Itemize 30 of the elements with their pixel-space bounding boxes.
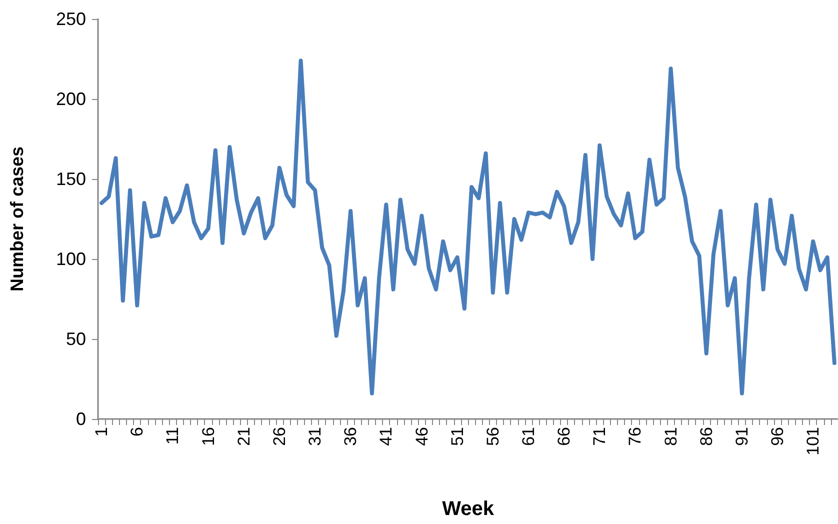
x-tick-label: 66 [554, 427, 574, 446]
x-tick-label: 26 [270, 427, 289, 446]
x-tick-label: 51 [448, 427, 467, 446]
y-tick-label: 200 [56, 89, 86, 109]
x-tick-label: 61 [518, 427, 538, 446]
x-tick-label: 46 [412, 427, 432, 446]
x-tick-label: 31 [306, 427, 325, 446]
x-tick-label: 36 [341, 427, 360, 446]
x-tick-label: 101 [804, 427, 823, 456]
y-tick-label: 50 [66, 329, 86, 349]
line-series [100, 58, 836, 396]
x-tick-label: 16 [198, 427, 218, 446]
y-tick-label: 100 [56, 249, 86, 269]
y-tick-label: 250 [56, 9, 86, 29]
x-tick-label: 76 [626, 427, 645, 446]
x-tick-label: 91 [732, 427, 752, 446]
x-tick-label: 86 [696, 427, 716, 446]
x-tick-label: 56 [483, 427, 502, 446]
x-tick-label: 96 [768, 427, 788, 446]
y-tick-label: 150 [56, 169, 86, 189]
x-tick-label: 11 [163, 427, 182, 445]
x-tick-label: 81 [661, 427, 680, 446]
y-axis-title: Number of cases [7, 146, 27, 292]
x-axis-title: Week [442, 498, 495, 520]
x-tick-label: 21 [234, 427, 254, 446]
x-tick-label: 1 [92, 427, 112, 436]
x-tick-label: 6 [128, 427, 147, 436]
x-tick-label: 41 [376, 427, 396, 446]
x-tick-label: 71 [590, 427, 610, 446]
y-tick-label: 0 [76, 409, 86, 429]
